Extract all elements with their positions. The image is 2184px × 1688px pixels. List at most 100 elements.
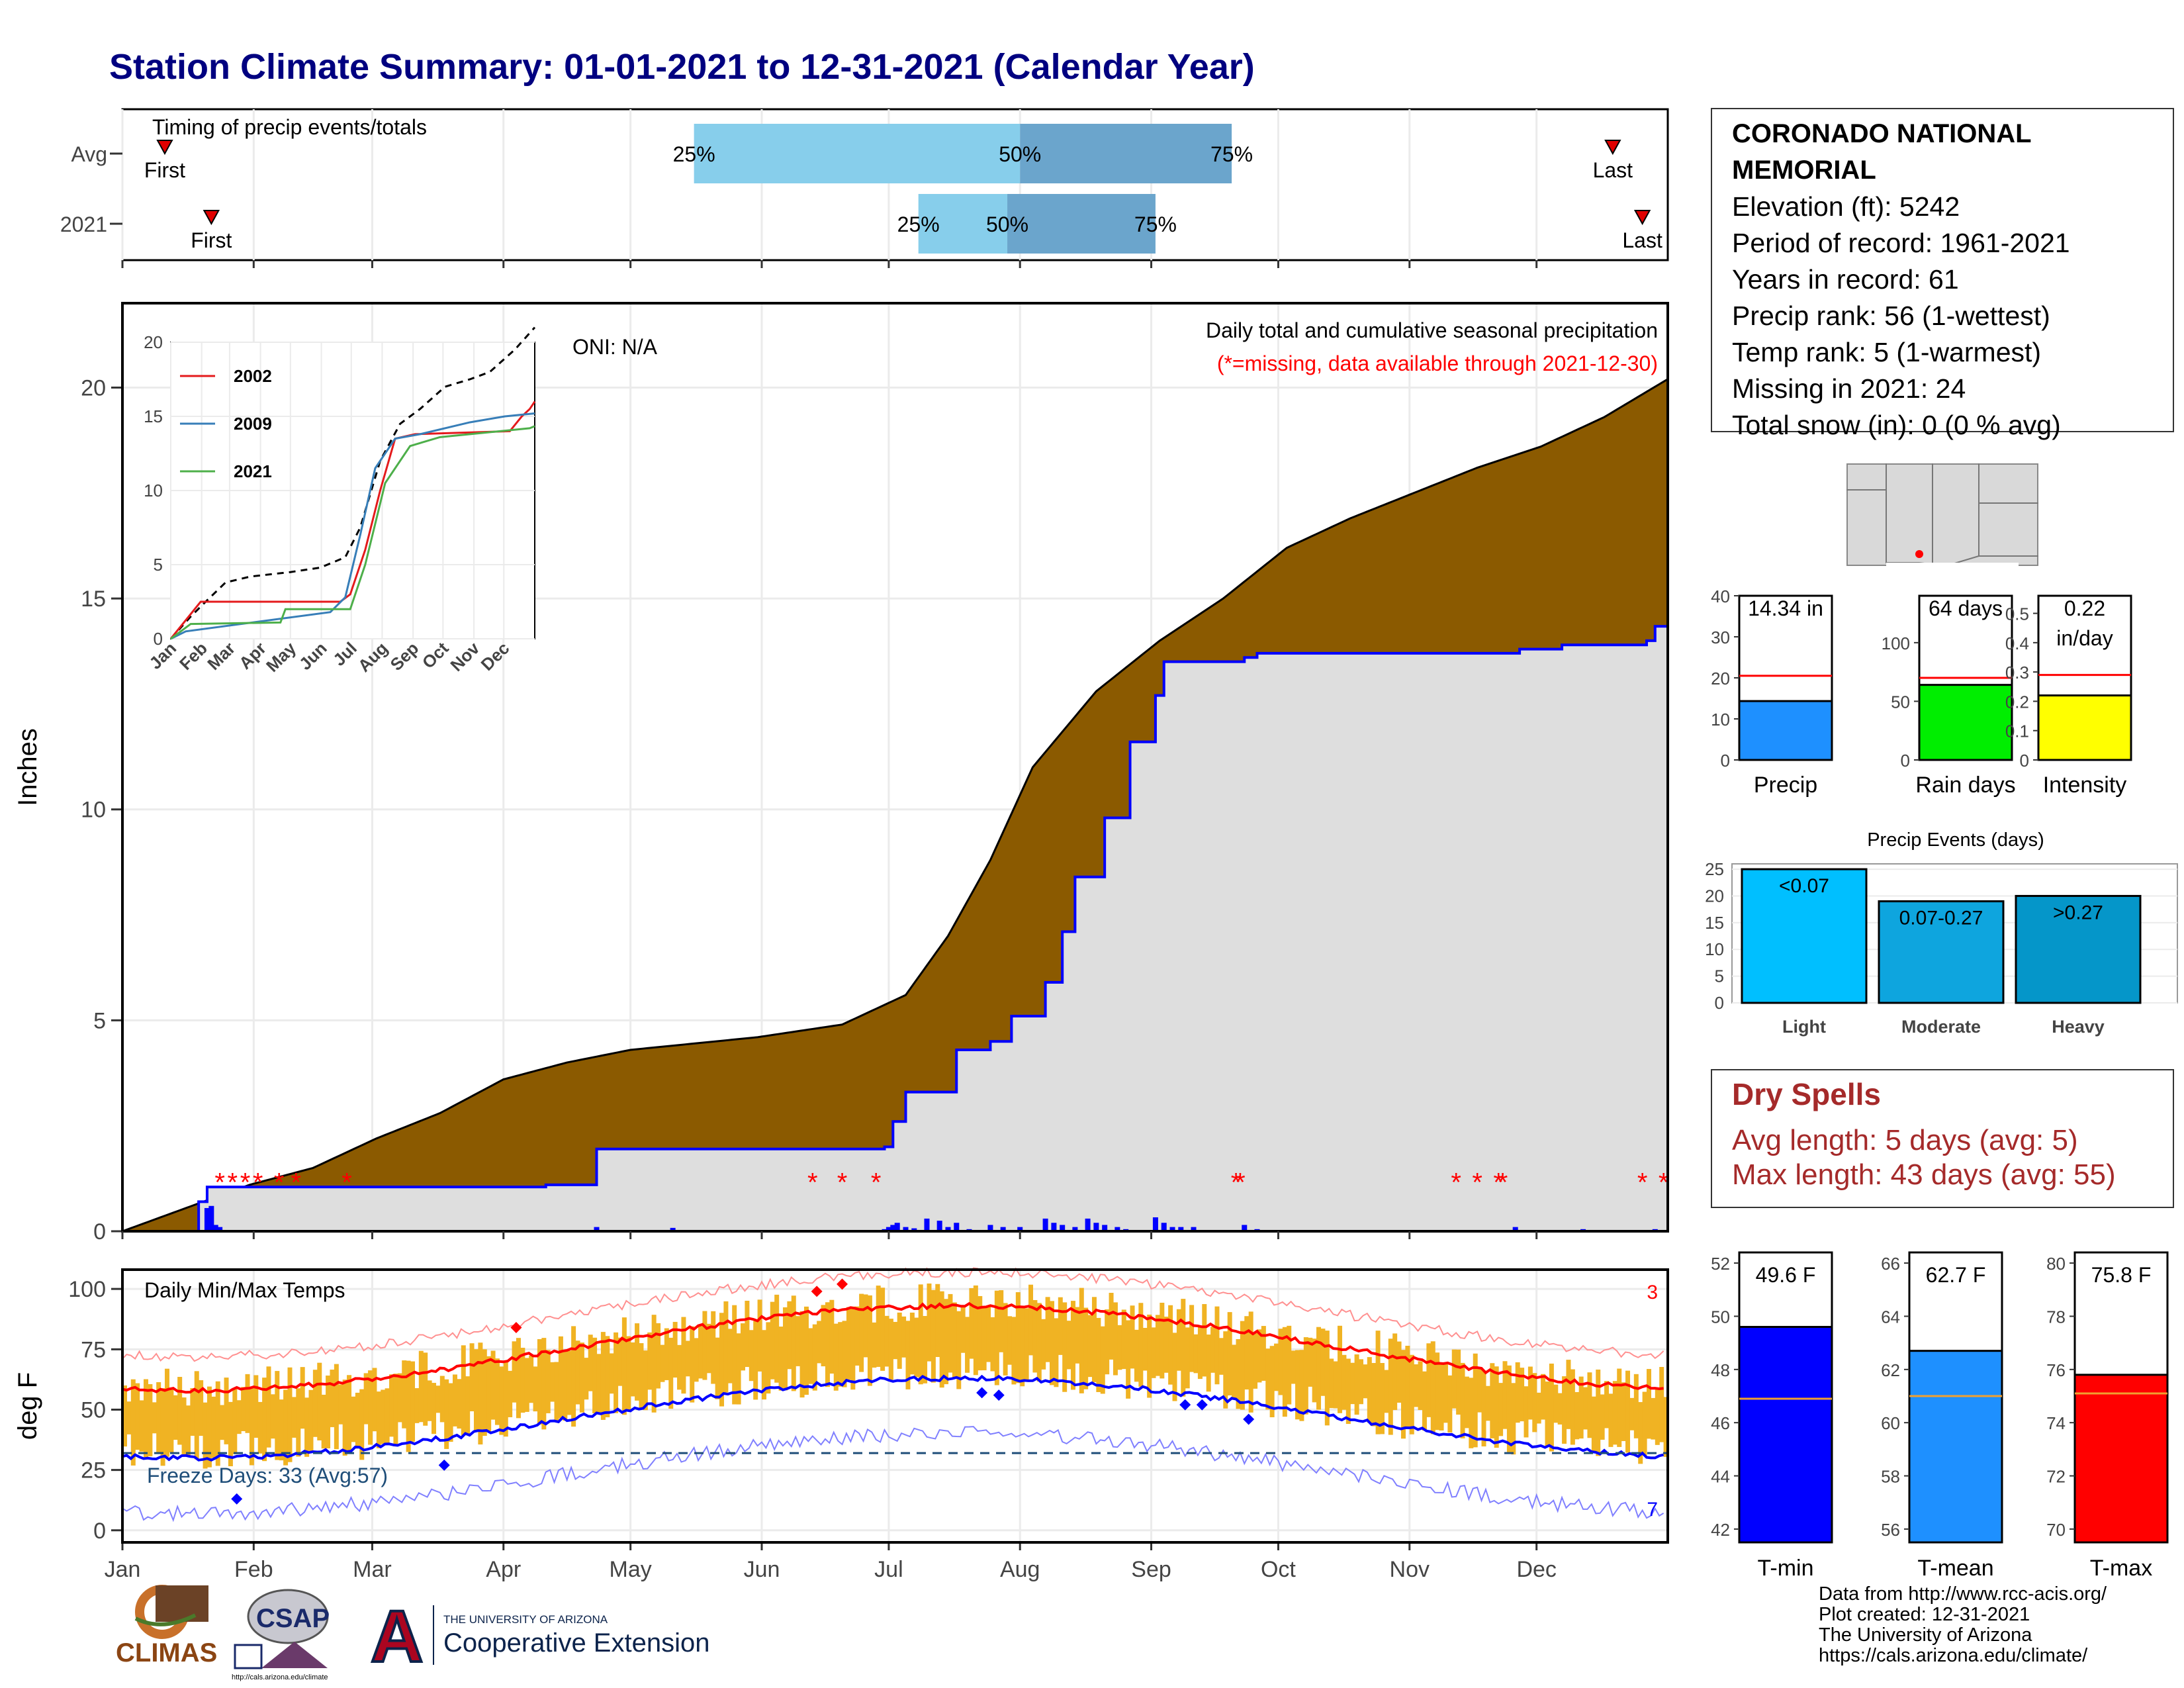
y-tick-label: 10 [1711, 710, 1730, 729]
event-bar-label: >0.27 [2053, 902, 2103, 923]
daily-temp-bar [1342, 1354, 1347, 1410]
daily-temp-bar [135, 1383, 140, 1450]
daily-temp-bar [859, 1293, 864, 1372]
daily-precip-bar [1152, 1217, 1158, 1231]
temp-bar [1738, 1326, 1833, 1544]
station-missing: Missing in 2021: 24 [1732, 373, 1966, 404]
dry-spells-box: Dry Spells Avg length: 5 days (avg: 5) M… [1711, 1069, 2174, 1208]
daily-temp-bar [1151, 1327, 1156, 1378]
daily-temp-bar [169, 1388, 174, 1453]
missing-marker: * [228, 1168, 238, 1197]
daily-temp-bar [872, 1322, 877, 1368]
daily-temp-bar [897, 1312, 902, 1369]
daily-temp-bar [1096, 1317, 1101, 1392]
daily-temp-bar [694, 1338, 699, 1382]
daily-temp-bar [156, 1382, 161, 1454]
daily-temp-bar [1329, 1358, 1334, 1409]
daily-temp-bar [1659, 1367, 1664, 1442]
credit-line: Plot created: 12-31-2021 [1819, 1604, 2030, 1625]
daily-temp-bar [1612, 1381, 1617, 1445]
daily-temp-bar [939, 1291, 944, 1388]
daily-temp-bar [723, 1301, 729, 1393]
daily-temp-bar [596, 1354, 602, 1415]
daily-temp-bar [1553, 1384, 1559, 1423]
daily-precip-bar [1102, 1225, 1108, 1231]
daily-temp-bar [414, 1388, 420, 1423]
record-high-marker [837, 1278, 848, 1290]
daily-temp-bar [190, 1388, 195, 1436]
y-tick-label: 46 [1711, 1413, 1730, 1433]
temp-bar-value: 62.7 F [1926, 1263, 1986, 1287]
record-low-marker [438, 1459, 450, 1471]
legend-entry: 2021 [234, 461, 272, 481]
inset-y-tick-label: 0 [154, 629, 163, 649]
daily-temp-bar [1134, 1329, 1139, 1382]
daily-temp-bar [524, 1358, 529, 1412]
daily-temp-bar [719, 1313, 725, 1407]
small-bar [2037, 694, 2132, 761]
daily-temp-bar [347, 1375, 352, 1453]
daily-temp-bar [1121, 1309, 1126, 1370]
daily-temp-bar [592, 1337, 598, 1413]
temp-bar-label: T-max [2090, 1556, 2152, 1581]
daily-temp-bar [253, 1375, 259, 1438]
daily-temp-bar [418, 1350, 424, 1423]
daily-temp-bar [1490, 1363, 1495, 1438]
q50-label: 50% [999, 142, 1041, 166]
daily-precip-bar [894, 1223, 900, 1231]
daily-temp-bar [994, 1290, 999, 1385]
record-min-line [122, 1426, 1664, 1523]
y-tick-label: 76 [2046, 1360, 2066, 1380]
event-marker-label: Last [1593, 158, 1633, 182]
daily-precip-bar [217, 1227, 223, 1231]
daily-temp-bar [664, 1328, 669, 1380]
daily-temp-bar [1075, 1307, 1080, 1364]
y-tick-label: 20 [81, 375, 106, 400]
daily-temp-bar [499, 1366, 504, 1435]
daily-temp-bar [732, 1305, 737, 1405]
y-tick-label: 5 [1715, 966, 1724, 986]
daily-temp-bar [660, 1344, 665, 1382]
month-label: Dec [1516, 1557, 1556, 1582]
event-bar [2015, 894, 2142, 1004]
daily-temp-bar [1608, 1393, 1614, 1447]
station-period: Period of record: 1961-2021 [1732, 228, 2070, 258]
daily-temp-bar [1036, 1303, 1042, 1382]
daily-temp-bar [1591, 1396, 1596, 1452]
missing-marker: * [214, 1168, 225, 1197]
daily-temp-bar [1181, 1299, 1186, 1397]
daily-temp-bar [681, 1317, 686, 1394]
daily-temp-bar [1185, 1327, 1190, 1389]
daily-temp-bar [249, 1387, 254, 1466]
daily-temp-bar [1494, 1366, 1499, 1448]
daily-temp-bar [1202, 1304, 1207, 1377]
daily-precip-bar [1000, 1227, 1006, 1231]
daily-temp-bar [766, 1322, 771, 1394]
daily-temp-bar [211, 1396, 216, 1458]
missing-marker: * [1451, 1168, 1461, 1197]
daily-temp-bar [164, 1368, 169, 1457]
y-tick-label: 5 [93, 1008, 106, 1033]
timing-panel: Timing of precip events/totals Avg 25% 50% 7… [60, 108, 1669, 268]
daily-temp-bar [215, 1381, 220, 1466]
daily-temp-bar [512, 1341, 517, 1403]
daily-temp-bar [1232, 1344, 1237, 1400]
y-tick-label: 74 [2046, 1413, 2066, 1433]
daily-temp-bar [1079, 1288, 1084, 1393]
daily-temp-bar [448, 1383, 453, 1442]
daily-temp-bar [774, 1294, 780, 1383]
small-bar [1738, 700, 1833, 761]
missing-marker: * [291, 1168, 301, 1197]
daily-temp-bar [368, 1370, 373, 1445]
daily-temp-bar [808, 1328, 813, 1384]
daily-temp-bar [1350, 1362, 1355, 1405]
month-label: Sep [1131, 1557, 1171, 1582]
daily-temp-bar [241, 1387, 246, 1431]
daily-temp-bar [1435, 1352, 1440, 1430]
daily-temp-bar [614, 1332, 619, 1413]
daily-temp-bar [690, 1326, 695, 1403]
daily-temp-bar [283, 1389, 289, 1466]
daily-precip-bar [208, 1205, 214, 1231]
daily-temp-bar [545, 1350, 551, 1413]
daily-temp-bar [1392, 1333, 1398, 1411]
